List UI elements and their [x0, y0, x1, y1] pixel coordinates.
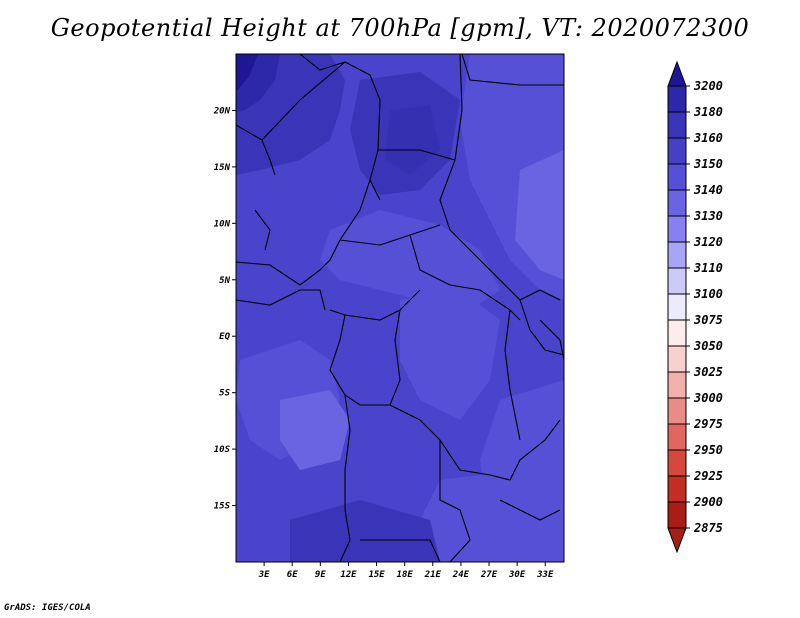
lat-tick-label: 15N: [214, 163, 231, 173]
colorbar-label: 3140: [693, 183, 723, 197]
colorbar-swatch: [667, 111, 687, 139]
lon-tick-label: 15E: [368, 570, 385, 580]
height-field: [236, 54, 564, 562]
colorbar-swatch: [667, 501, 687, 529]
lon-tick-label: 27E: [480, 570, 498, 580]
colorbar-label: 2950: [693, 443, 723, 457]
colorbar-label: 3100: [693, 287, 723, 301]
lon-tick-label: 6E: [287, 570, 298, 580]
colorbar-label: 2925: [693, 469, 723, 483]
colorbar-label: 3110: [693, 261, 723, 275]
colorbar-label: 3050: [693, 339, 723, 353]
lon-tick-label: 9E: [315, 570, 326, 580]
colorbar-label: 3120: [693, 235, 723, 249]
colorbar-swatch: [667, 163, 687, 191]
colorbar-swatch: [667, 397, 687, 425]
lon-tick-label: 30E: [508, 570, 526, 580]
colorbar-swatch: [667, 293, 687, 321]
colorbar-label: 3180: [693, 105, 723, 119]
colorbar-swatch: [667, 423, 687, 451]
colorbar-label: 2900: [693, 495, 723, 509]
colorbar-swatch: [667, 241, 687, 269]
lon-tick-label: 18E: [397, 570, 414, 580]
lat-tick-label: EQ: [219, 332, 230, 342]
colorbar-label: 3200: [693, 79, 723, 93]
colorbar-label: 3150: [693, 157, 723, 171]
lon-tick-label: 3E: [258, 570, 270, 580]
lat-tick-label: 10N: [214, 219, 231, 229]
colorbar-swatch: [667, 215, 687, 243]
colorbar-label: 2875: [693, 521, 723, 535]
latitude-axis: 20N 15N 10N 5N EQ 5S 10S 15S: [213, 106, 236, 512]
country-borders: [236, 54, 564, 562]
colorbar-swatch: [667, 475, 687, 503]
lat-tick-label: 5S: [219, 389, 230, 399]
colorbar-label: 3000: [693, 391, 723, 405]
colorbar-swatch: [667, 371, 687, 399]
lon-tick-label: 33E: [536, 570, 554, 580]
colorbar-top-arrow: [667, 60, 687, 87]
colorbar-label: 3025: [693, 365, 723, 379]
colorbar-label: 2975: [693, 417, 723, 431]
lat-tick-label: 10S: [214, 445, 231, 455]
colorbar-swatch: [667, 267, 687, 295]
colorbar-swatch: [667, 189, 687, 217]
lon-tick-label: 24E: [452, 570, 470, 580]
lat-tick-label: 15S: [214, 502, 231, 512]
lat-tick-label: 5N: [219, 276, 230, 286]
colorbar: 3200 3180 3160 3150 3140 3130 3120 3110 3100 3075…: [667, 60, 723, 554]
lat-tick-label: 20N: [213, 106, 231, 116]
credit-text: GrADS: IGES/COLA: [4, 603, 91, 613]
colorbar-swatch: [667, 85, 687, 113]
lon-tick-label: 12E: [340, 570, 357, 580]
chart-title: Geopotential Height at 700hPa [gpm], VT:…: [50, 14, 750, 42]
map-frame: [235, 53, 565, 563]
colorbar-swatch: [667, 449, 687, 477]
colorbar-bottom-arrow: [667, 527, 687, 554]
colorbar-label: 3130: [693, 209, 723, 223]
colorbar-swatch: [667, 345, 687, 373]
colorbar-label: 3160: [693, 131, 723, 145]
lon-tick-label: 21E: [424, 570, 442, 580]
longitude-axis: 3E 6E 9E 12E 15E 18E 21E 24E 27E 30E 33E: [258, 562, 554, 580]
colorbar-label: 3075: [693, 313, 723, 327]
colorbar-swatch: [667, 137, 687, 165]
colorbar-swatch: [667, 319, 687, 347]
